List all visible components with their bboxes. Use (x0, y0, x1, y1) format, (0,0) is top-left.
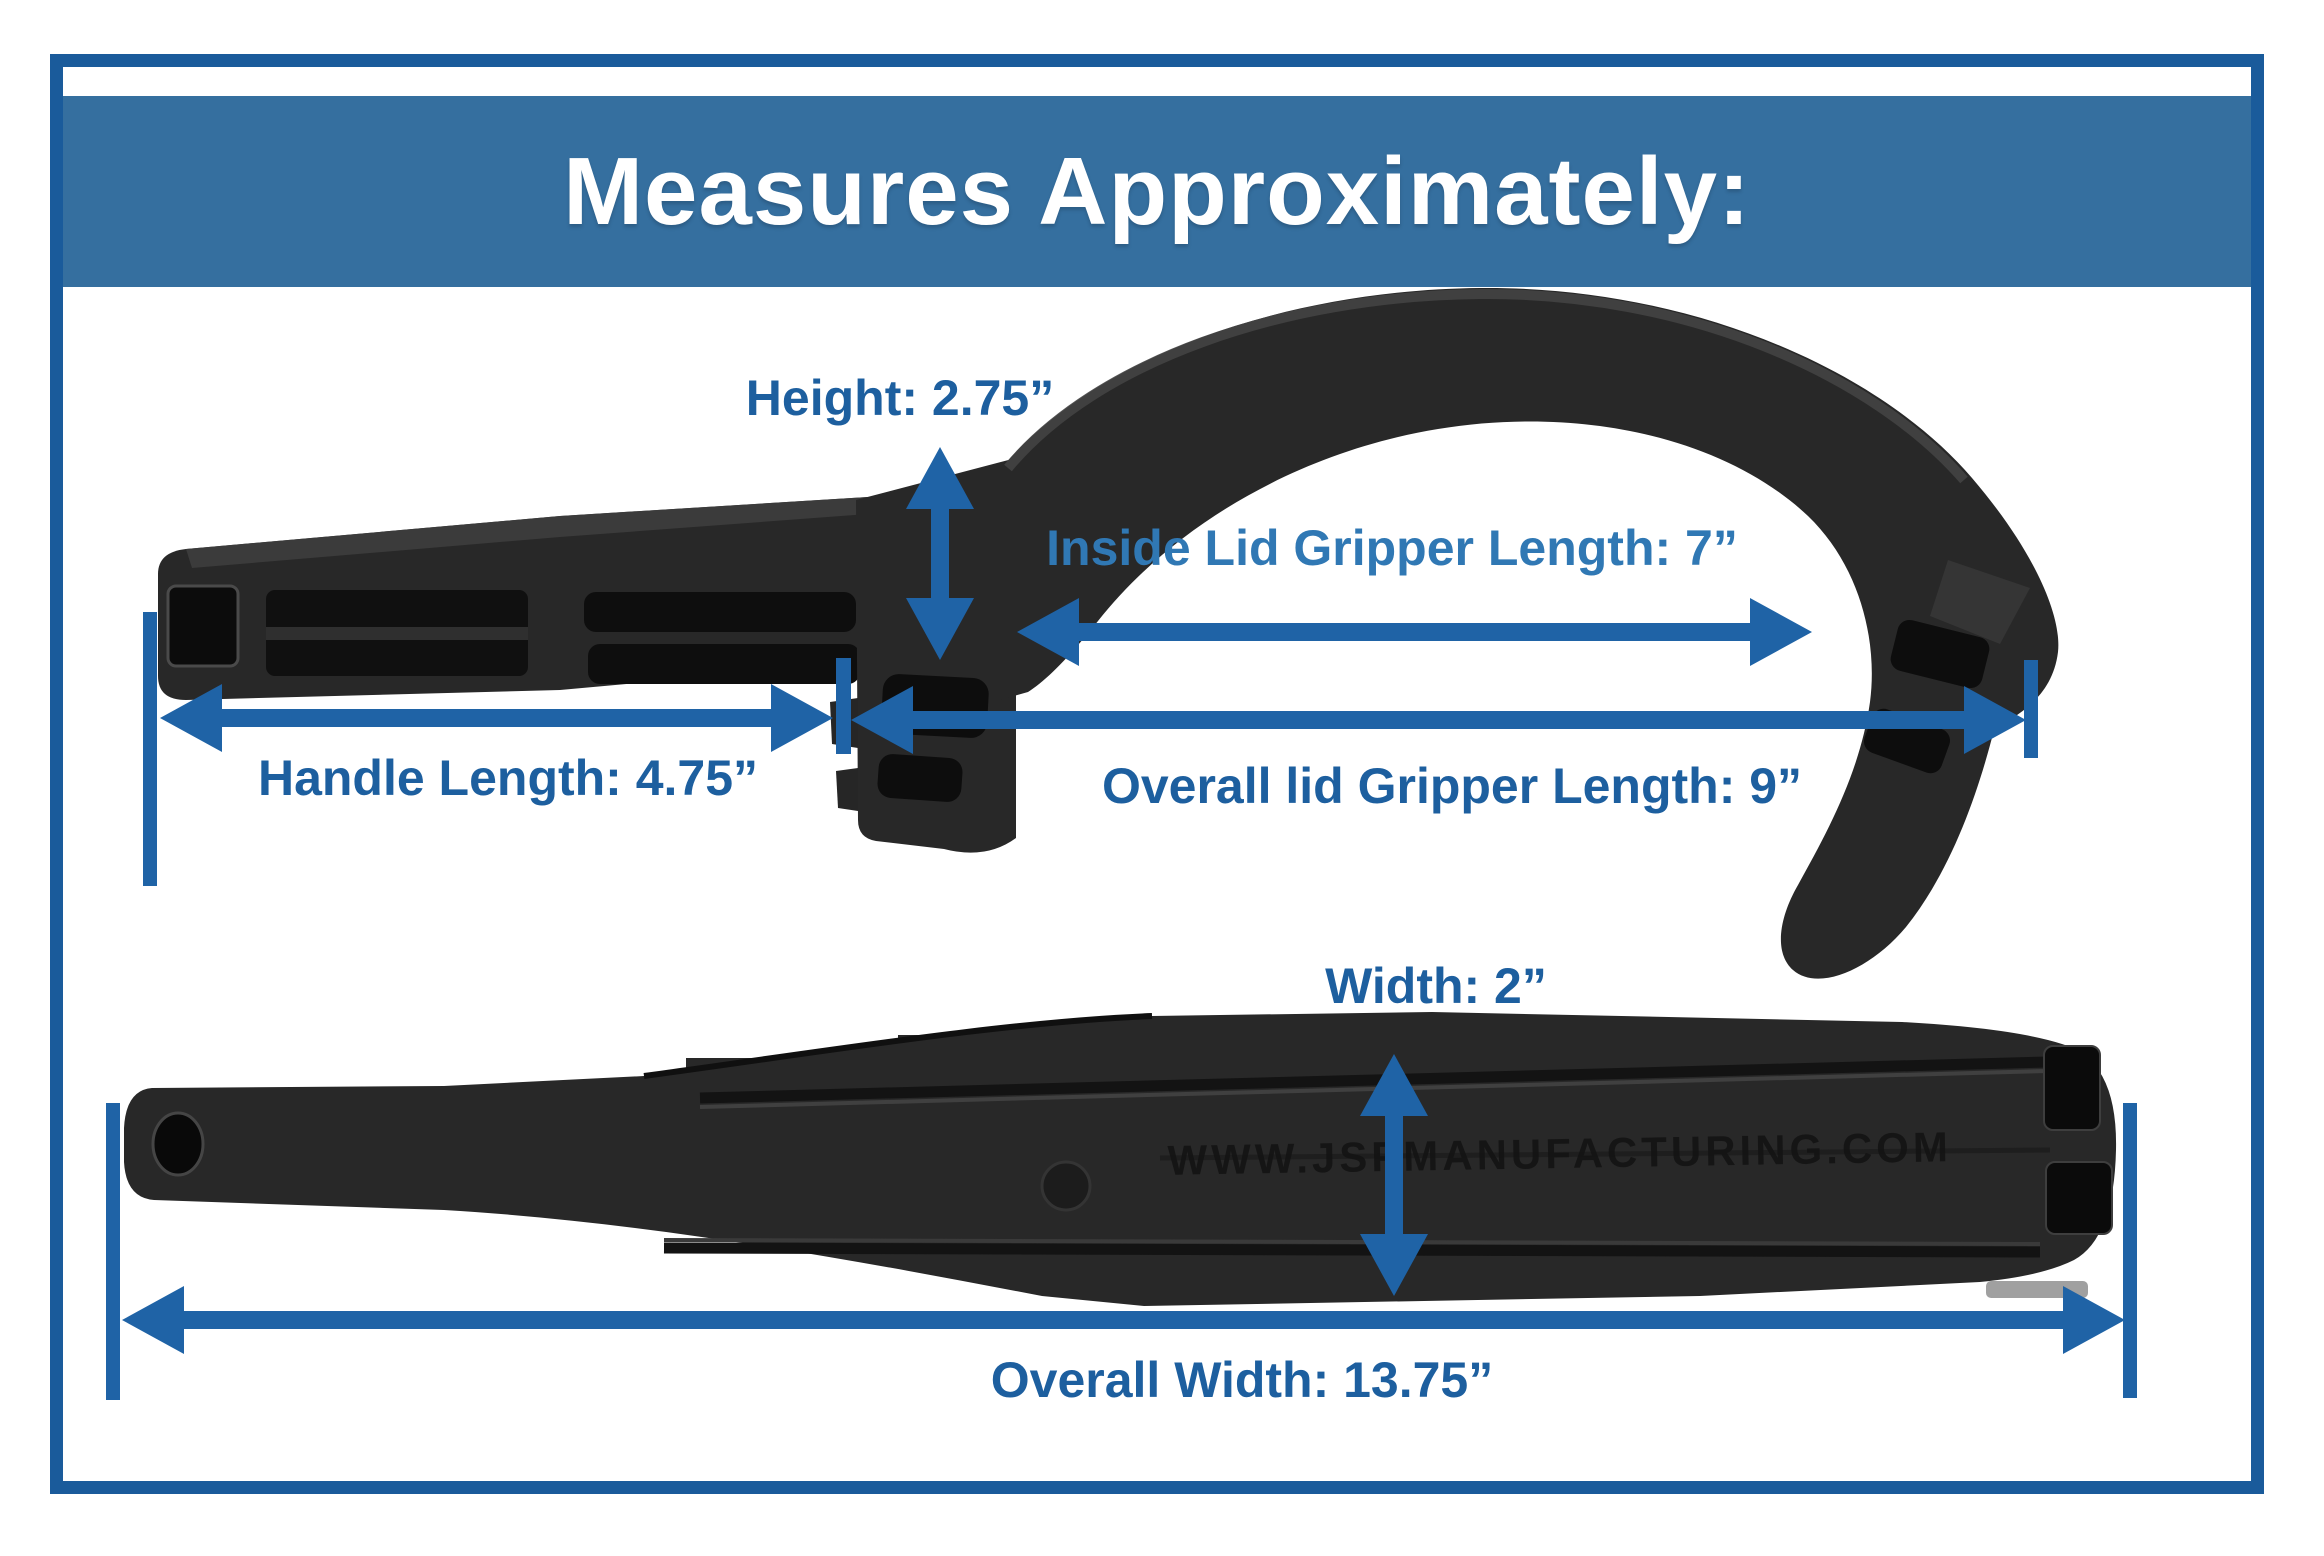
title-banner: Measures Approximately: (63, 96, 2251, 287)
stick-body (124, 1012, 2117, 1306)
overall-width-arrow (122, 1286, 2125, 1354)
handle-opening-rib (266, 627, 528, 640)
height-label: Height: 2.75” (745, 370, 1055, 426)
overall-width-label: Overall Width: 13.75” (990, 1352, 1494, 1408)
stick-ridge-lower (663, 1242, 2041, 1258)
end-foot (1986, 1281, 2088, 1298)
outer-border-frame (50, 54, 2264, 1494)
stick-ridge-upper (699, 1056, 2049, 1104)
handle-slot-lower (588, 644, 860, 684)
handle-length-label: Handle Length: 4.75” (257, 750, 759, 806)
end-socket-lower (2045, 1161, 2113, 1235)
stick-shoulder-line (643, 1013, 1153, 1079)
stick-ridge-lower-highlight (663, 1238, 2041, 1246)
gripper-arch (1000, 287, 2059, 979)
arch-top-highlight (1004, 288, 1968, 484)
dimension-graphics (106, 447, 2137, 1400)
top-view-tool-photo: WWW.JSPMANUFACTURING.COM (124, 1012, 2117, 1306)
handle-slot-upper (584, 592, 856, 632)
page-title: Measures Approximately: (563, 137, 1751, 245)
inside-lid-gripper-arrow (1017, 598, 1812, 666)
stick-center-line (1159, 1147, 2051, 1161)
stick-dimple (1040, 1160, 1092, 1212)
handle-top-face (186, 497, 868, 568)
handle-gripper-divider-tick (836, 658, 851, 754)
overall-lid-gripper-arrow (851, 686, 2026, 754)
end-socket-upper (2043, 1045, 2101, 1131)
width-label: Width: 2” (1325, 958, 1547, 1014)
handle-end-hole (166, 584, 240, 668)
overall-width-left-tick (106, 1103, 120, 1400)
overall-lid-gripper-label: Overall lid Gripper Length: 9” (1101, 758, 1803, 814)
overall-width-right-tick (2123, 1103, 2137, 1398)
hang-hole (151, 1111, 205, 1177)
tool-neck (856, 458, 1016, 853)
neck-fin-lower (836, 768, 858, 811)
neck-slot-lower (877, 754, 963, 802)
width-arrow (1360, 1054, 1428, 1296)
inside-lid-gripper-label: Inside Lid Gripper Length: 7” (1046, 520, 1738, 576)
hook-slot-upper (1890, 619, 1990, 689)
stick-ridge-upper-highlight (699, 1069, 2049, 1109)
hook-shelf-highlight (1930, 560, 2030, 644)
handle-length-arrow (160, 684, 833, 752)
handle-left-tick (143, 612, 157, 886)
height-arrow (906, 447, 974, 660)
gripper-right-tick (2024, 660, 2038, 758)
